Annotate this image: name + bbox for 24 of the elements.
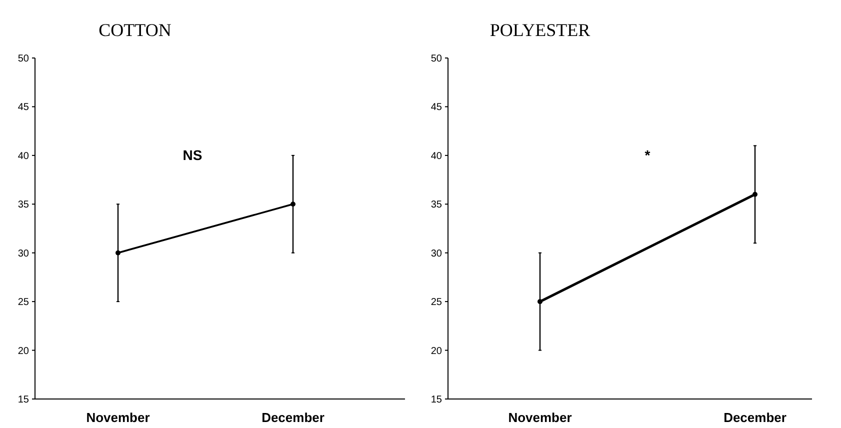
y-tick-label: 15: [430, 394, 442, 406]
x-tick-label: December: [724, 410, 786, 425]
y-tick-label: 30: [430, 248, 442, 260]
y-tick-label: 20: [18, 346, 30, 357]
y-tick-label: 35: [18, 200, 30, 211]
x-tick-label: November: [86, 410, 150, 425]
y-tick-label: 45: [18, 102, 30, 114]
y-tick-label: 35: [430, 200, 442, 211]
chart-title: POLYESTER: [490, 20, 590, 40]
y-tick-label: 20: [430, 346, 442, 357]
y-tick-label: 40: [430, 150, 442, 162]
y-tick-label: 25: [18, 297, 30, 308]
y-tick-label: 50: [18, 54, 30, 64]
x-tick-label: December: [262, 410, 324, 425]
chart-title: COTTON: [98, 20, 172, 40]
y-tick-label: 40: [18, 150, 30, 162]
x-tick-label: November: [508, 410, 572, 425]
annotation: *: [644, 147, 651, 163]
y-tick-label: 45: [430, 102, 442, 114]
y-tick-label: 30: [18, 248, 30, 260]
y-tick-label: 50: [430, 54, 442, 64]
y-tick-label: 15: [18, 394, 30, 406]
y-tick-label: 25: [430, 297, 442, 308]
annotation: NS: [182, 147, 202, 163]
